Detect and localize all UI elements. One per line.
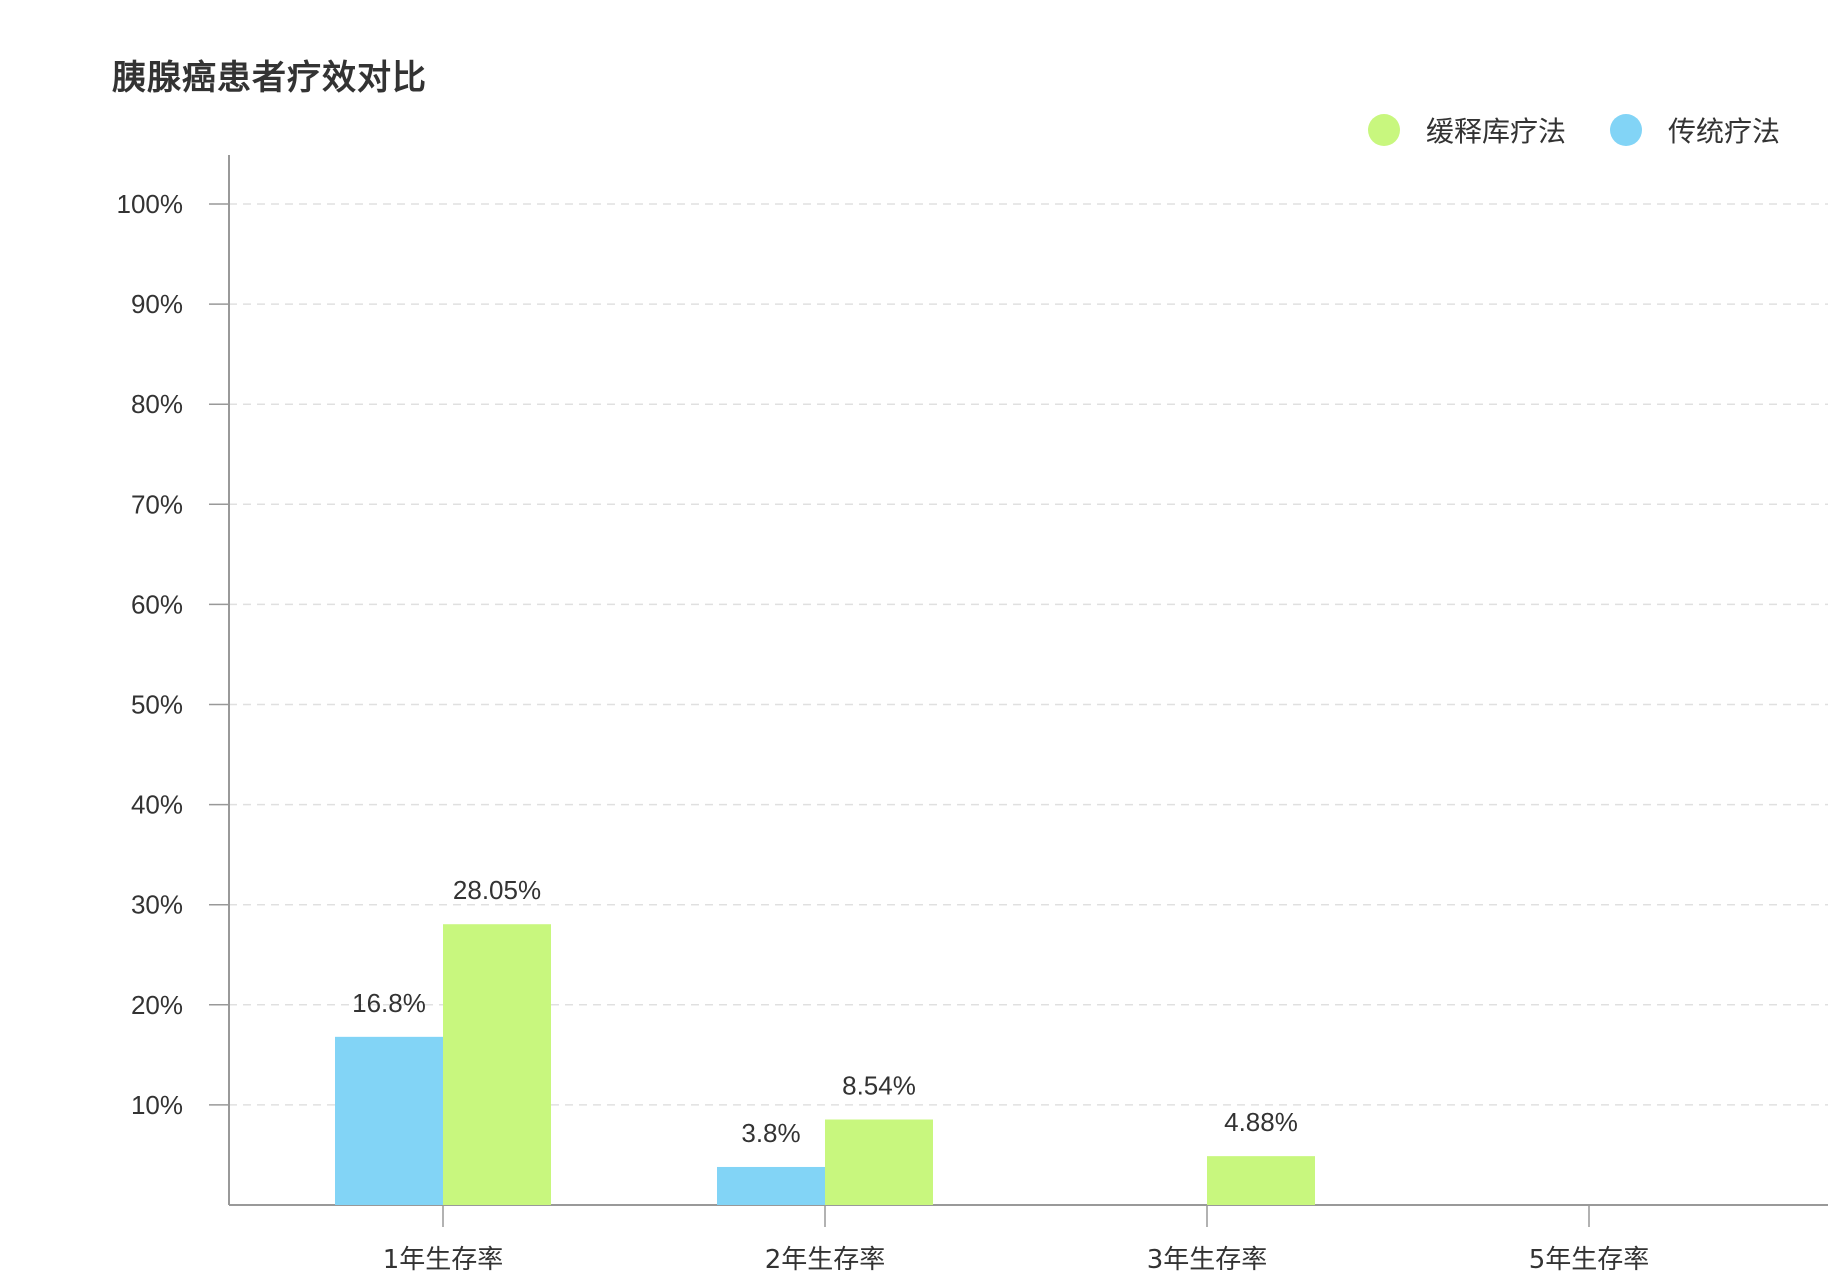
x-category-label: 1年生存率: [383, 1245, 504, 1274]
y-tick-label: 100%: [117, 189, 184, 219]
data-label: 4.88%: [1224, 1107, 1298, 1137]
legend-label: 缓释库疗法: [1425, 115, 1566, 148]
data-label: 3.8%: [741, 1118, 800, 1148]
chart-title: 胰腺癌患者疗效对比: [112, 58, 427, 98]
bar: [825, 1119, 933, 1205]
legend-swatch: [1367, 114, 1400, 146]
legend-item[interactable]: 缓释库疗法: [1367, 110, 1566, 150]
bar: [335, 1036, 443, 1205]
legend-item[interactable]: 传统疗法: [1609, 110, 1780, 150]
x-category-label: 5年生存率: [1529, 1245, 1650, 1274]
legend: 缓释库疗法 传统疗法: [1367, 110, 1780, 150]
y-tick-label: 10%: [131, 1090, 183, 1120]
bar: [717, 1166, 825, 1205]
y-tick-label: 40%: [131, 790, 183, 820]
x-category-label: 2年生存率: [765, 1245, 886, 1274]
legend-label: 传统疗法: [1667, 115, 1780, 148]
y-tick-label: 70%: [131, 489, 183, 519]
y-tick-label: 90%: [131, 289, 183, 319]
y-tick-label: 60%: [131, 589, 183, 619]
bar: [1207, 1156, 1315, 1205]
y-tick-label: 50%: [131, 690, 183, 720]
data-label: 8.54%: [842, 1071, 916, 1101]
bar: [443, 924, 551, 1205]
y-tick-label: 20%: [131, 990, 183, 1020]
legend-swatch: [1609, 114, 1642, 146]
x-category-label: 3年生存率: [1147, 1245, 1268, 1274]
y-tick-label: 80%: [131, 389, 183, 419]
data-label: 16.8%: [352, 988, 426, 1018]
y-tick-label: 30%: [131, 890, 183, 920]
data-label: 28.05%: [453, 875, 541, 905]
